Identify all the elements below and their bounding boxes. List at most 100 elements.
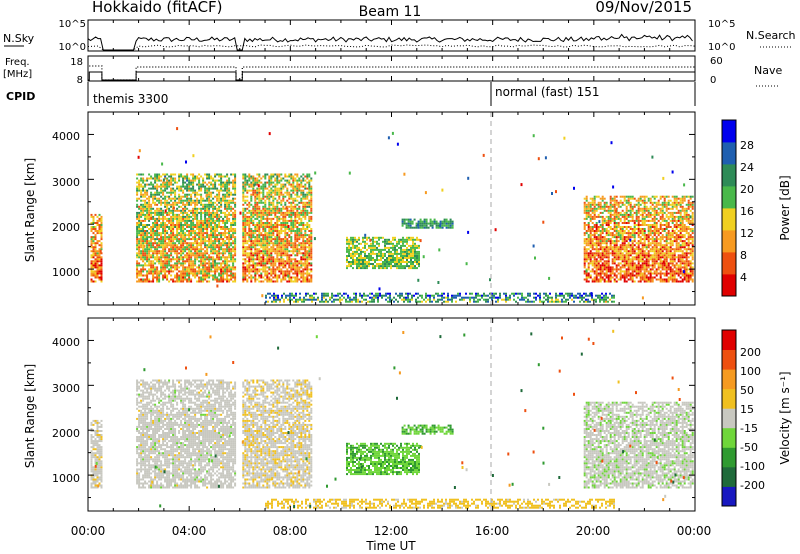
echo-cell [180, 187, 183, 190]
echo-cell [194, 205, 197, 208]
echo-cell [294, 242, 297, 245]
echo-cell [234, 181, 237, 184]
echo-cell [182, 236, 185, 239]
echo-cell [409, 222, 412, 225]
echo-cell [362, 261, 364, 263]
echo-cell [282, 217, 285, 220]
echo-cell [216, 209, 219, 212]
echo-cell [284, 207, 287, 210]
echo-cell [220, 181, 223, 184]
echo-cell [152, 201, 155, 204]
echo-cell [453, 296, 455, 299]
echo-cell [288, 236, 291, 239]
echo-cell [256, 270, 259, 273]
echo-cell [274, 280, 277, 283]
echo-cell [196, 270, 199, 273]
echo-cell [218, 250, 221, 253]
echo-cell [144, 274, 147, 277]
echo-cell [152, 256, 155, 259]
echo-cell [166, 236, 169, 239]
echo-cell [174, 252, 177, 255]
echo-cell [593, 298, 595, 301]
echo-cell [96, 274, 99, 277]
echo-cell [160, 224, 163, 226]
echo-cell [204, 256, 207, 259]
echo-cell [543, 300, 545, 303]
echo-cell [354, 240, 356, 243]
echo-cell [378, 263, 380, 265]
echo-cell [270, 256, 273, 259]
echo-cell [160, 213, 163, 216]
echo-cell [160, 195, 163, 198]
echo-cell [248, 183, 251, 186]
echo-cell [445, 224, 448, 227]
echo-cell [535, 292, 537, 295]
echo-cell [271, 294, 273, 297]
echo-cell [348, 255, 350, 257]
echo-cell [304, 197, 307, 200]
echo-cell [361, 296, 363, 299]
echo-cell [138, 264, 141, 267]
echo-cell [597, 294, 599, 297]
echo-cell [176, 276, 179, 279]
echo-cell [270, 228, 273, 230]
echo-cell [152, 244, 155, 247]
echo-cell [288, 215, 291, 218]
echo-cell [274, 272, 277, 275]
echo-cell [258, 262, 261, 265]
echo-cell [200, 248, 203, 251]
echo-cell [288, 179, 291, 182]
echo-cell [268, 199, 271, 202]
echo-cell [94, 272, 97, 275]
echo-cell [513, 298, 515, 301]
echo-cell [246, 195, 249, 198]
echo-cell [206, 205, 209, 208]
echo-cell [152, 276, 155, 279]
echo-cell [146, 270, 149, 273]
echo-cell [232, 232, 235, 235]
echo-cell [254, 254, 257, 257]
echo-cell [281, 294, 283, 297]
echo-cell [188, 234, 191, 237]
echo-cell [166, 181, 169, 184]
echo-cell [166, 256, 169, 259]
echo-cell [589, 232, 592, 235]
echo-cell [390, 252, 392, 255]
echo-cell [170, 205, 173, 208]
echo-cell [300, 252, 303, 255]
echo-cell [306, 187, 309, 190]
echo-cell [248, 266, 251, 269]
echo-cell [252, 256, 255, 259]
echo-cell [186, 215, 189, 218]
echo-cell [182, 181, 185, 184]
echo-cell [194, 234, 197, 237]
echo-cell [374, 261, 376, 263]
echo-cell [182, 244, 185, 247]
echo-cell [156, 197, 159, 200]
echo-cell [188, 276, 191, 279]
echo-cell [366, 248, 368, 251]
echo-cell [196, 228, 199, 230]
echo-cell [188, 262, 191, 265]
echo-cell [152, 238, 155, 241]
echo-cell [190, 203, 193, 206]
echo-cell [331, 300, 333, 303]
echo-cell [162, 201, 165, 204]
echo-cell [196, 175, 199, 178]
echo-cell [256, 272, 259, 275]
echo-cell [230, 276, 233, 279]
echo-cell [296, 254, 299, 257]
echo-cell [166, 244, 169, 247]
echo-cell [284, 250, 287, 253]
echo-cell [136, 205, 139, 208]
echo-cell [278, 187, 281, 190]
echo-cell [360, 263, 362, 265]
echo-cell [162, 183, 165, 186]
echo-cell [180, 254, 183, 257]
echo-cell [222, 189, 225, 192]
echo-cell [258, 181, 261, 184]
echo-cell [164, 230, 167, 232]
echo-cell [296, 207, 299, 210]
echo-cell [214, 185, 217, 188]
echo-cell [136, 272, 139, 275]
